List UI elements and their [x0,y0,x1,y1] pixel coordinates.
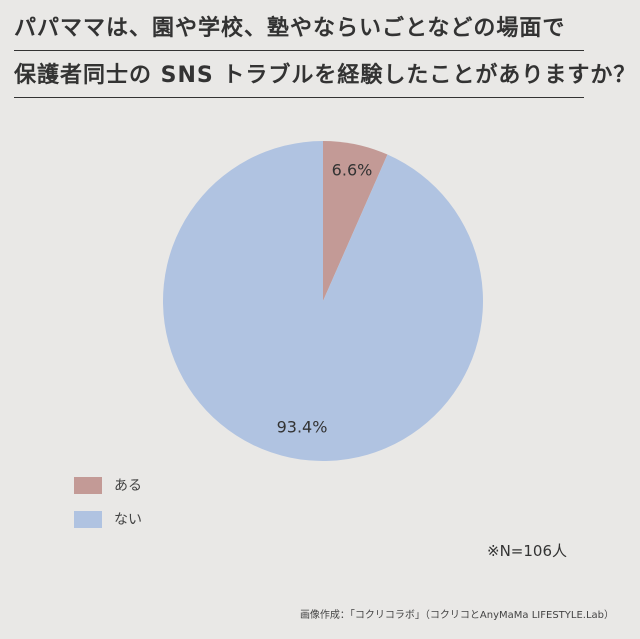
chart-title-line-1: パパママは、園や学校、塾やならいごとなどの場面で [14,14,584,51]
chart-title-line-2: 保護者同士の SNS トラブルを経験したことがありますか？ [14,61,635,98]
legend-label-no: ない [114,512,142,528]
legend-item-yes: ある [74,474,142,496]
pie-slice-yes [323,141,388,301]
data-label-no: 93.4% [277,418,328,437]
legend-label-yes: ある [114,478,142,494]
legend-swatch-no [74,510,102,528]
legend-item-no: ない [74,508,142,530]
legend: ある ない [74,474,142,542]
legend-swatch-yes [74,476,102,494]
pie-slice-no [163,141,483,462]
data-label-yes: 6.6% [332,161,373,180]
sample-size-note: ※N=106人 [487,542,567,560]
chart-title: パパママは、園や学校、塾やならいごとなどの場面で 保護者同士の SNS トラブル… [14,14,635,108]
image-credit: 画像作成：「コクリコラボ」（コクリコとAnyMaMa LIFESTYLE.Lab… [299,610,614,621]
